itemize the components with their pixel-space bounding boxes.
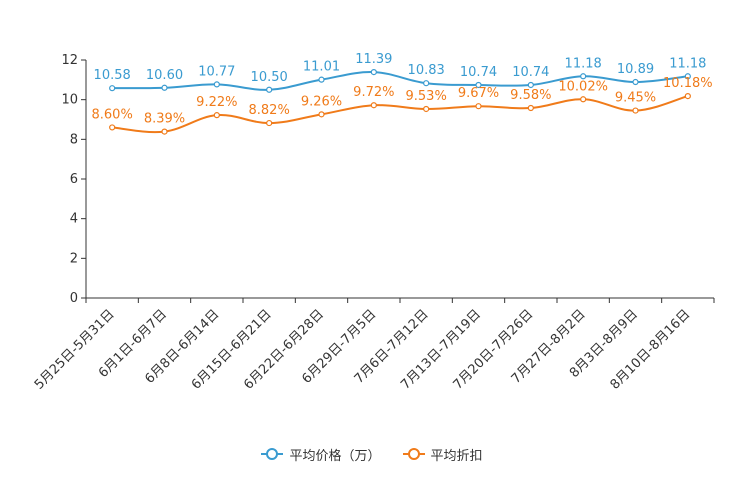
data-point-price [684,73,691,80]
legend-discount-marker-icon [402,448,425,460]
data-label-discount: 9.22% [196,95,237,110]
data-label-discount: 8.60% [92,107,133,122]
data-label-price: 10.58 [94,68,131,83]
data-point-price [318,76,325,83]
data-point-price [109,85,116,92]
data-label-price: 11.39 [355,52,392,67]
data-label-price: 10.77 [198,64,235,79]
data-label-price: 10.74 [460,65,497,80]
data-point-discount [527,104,534,112]
data-point-discount [109,124,116,131]
legend-discount-label: 平均折扣 [430,448,483,464]
data-point-discount [423,105,430,113]
data-point-price [423,80,430,87]
data-point-discount [318,111,325,118]
data-point-price [266,86,273,93]
data-point-discount [580,96,587,103]
data-label-discount: 9.72% [353,85,394,100]
y-tick-label: 4 [70,212,78,227]
data-label-discount: 10.18% [663,76,713,91]
data-label-price: 11.18 [565,56,602,71]
data-point-discount [632,107,639,114]
data-point-discount [213,112,220,119]
data-label-price: 11.01 [303,60,340,75]
data-point-price [632,78,639,86]
data-label-price: 10.60 [146,68,183,83]
legend-price-marker-icon [261,448,284,460]
data-label-discount: 8.82% [249,103,290,118]
data-point-discount [266,119,273,127]
y-tick-label: 0 [70,291,78,306]
y-tick-label: 8 [70,132,78,147]
data-label-price: 10.74 [512,65,549,80]
series-line-discount [112,95,689,134]
data-point-discount [684,92,691,100]
data-point-price [213,81,220,88]
legend-price-label: 平均价格（万） [289,448,381,464]
y-tick-label: 12 [61,53,78,68]
y-tick-label: 2 [70,251,78,266]
y-tick-label: 6 [70,172,78,187]
data-point-price [370,68,377,76]
data-label-price: 10.89 [617,62,654,77]
series-line-price [112,71,688,91]
data-label-discount: 9.58% [510,88,551,103]
data-point-discount [370,102,377,109]
data-label-discount: 9.53% [406,89,447,104]
y-tick-label: 10 [61,93,78,108]
data-label-price: 10.50 [251,70,288,85]
legend-item-discount[interactable]: 平均折扣 [402,445,483,464]
data-point-price [580,73,587,80]
line-chart: 0246810125月25日-5月31日6月1日-6月7日6月8日-6月14日6… [32,52,715,393]
data-point-price [161,84,168,91]
data-point-price [475,81,482,89]
data-label-price: 10.83 [408,63,445,78]
data-point-discount [475,103,482,110]
chart-legend: 平均价格（万） 平均折扣 [0,444,744,464]
legend-item-price[interactable]: 平均价格（万） [261,445,381,464]
data-label-discount: 8.39% [144,112,185,127]
data-label-discount: 10.02% [558,79,608,94]
data-point-discount [161,128,168,135]
data-label-discount: 9.45% [615,91,656,106]
data-label-price: 11.18 [669,56,706,71]
data-label-discount: 9.26% [301,94,342,109]
data-label-discount: 9.67% [458,86,499,101]
data-point-price [527,81,534,89]
